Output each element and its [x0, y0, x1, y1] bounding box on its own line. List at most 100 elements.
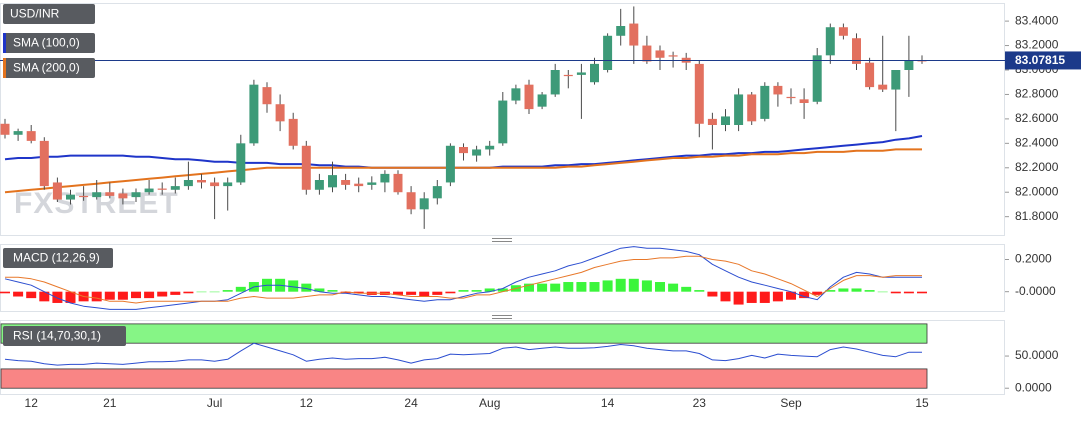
indicator-box[interactable]	[3, 33, 95, 53]
histogram-bar	[144, 291, 155, 299]
histogram-bar	[157, 291, 168, 297]
candle-body	[655, 50, 665, 58]
candle-body	[314, 180, 324, 190]
histogram-bar	[537, 283, 548, 292]
candle-body	[92, 192, 102, 198]
histogram-bar	[406, 291, 417, 295]
histogram-bar	[327, 290, 338, 292]
candle-body	[118, 193, 128, 199]
candle-body	[380, 173, 390, 183]
legend-swatch	[3, 58, 6, 78]
candle-body	[131, 192, 141, 198]
splitter-grip[interactable]	[492, 238, 512, 242]
histogram-bar	[576, 282, 587, 292]
candle-body	[328, 175, 337, 188]
histogram-bar	[458, 290, 469, 292]
candle-body	[13, 131, 23, 135]
sma-line	[4, 148, 922, 194]
candle-body	[157, 188, 167, 190]
histogram-bar	[196, 291, 207, 293]
candle-body	[288, 118, 298, 146]
histogram-bar	[432, 291, 443, 295]
histogram-bar	[471, 290, 482, 292]
candle-body	[707, 118, 717, 125]
candle-body	[249, 84, 259, 144]
candle-body	[445, 145, 455, 183]
x-tick-label: 21	[103, 396, 117, 410]
histogram-bar	[825, 290, 836, 292]
y-tick-label: 83.2000	[1015, 38, 1059, 52]
candle-body	[79, 195, 89, 198]
histogram-bar	[301, 283, 312, 292]
y-tick-label: 82.0000	[1015, 184, 1059, 198]
histogram-bar	[641, 280, 652, 292]
histogram-bar	[602, 280, 613, 292]
histogram-bar	[707, 291, 718, 297]
candle-body	[865, 62, 875, 88]
candle-body	[773, 85, 783, 95]
histogram-bar	[26, 291, 37, 299]
histogram-bar	[353, 291, 364, 294]
histogram-bar	[759, 291, 770, 303]
histogram-bar	[497, 288, 508, 292]
histogram-bar	[838, 288, 849, 292]
indicator-label: MACD (12,26,9)	[13, 251, 100, 265]
histogram-bar	[288, 280, 299, 292]
candle-body	[799, 99, 809, 103]
indicator-box[interactable]	[3, 326, 126, 346]
candle-body	[406, 192, 416, 210]
y-tick-label: 0.0000	[1015, 380, 1052, 394]
candle-body	[550, 70, 560, 95]
candle-body	[459, 147, 468, 154]
candle-body	[694, 63, 704, 124]
candle-body	[537, 94, 547, 107]
candle-body	[891, 70, 901, 90]
candle-body	[878, 84, 888, 90]
histogram-bar	[91, 291, 102, 302]
y-tick-label: 82.8000	[1015, 87, 1059, 101]
histogram-bar	[589, 282, 600, 292]
x-tick-label: Aug	[479, 396, 500, 410]
candle-body	[852, 38, 861, 64]
histogram-bar	[0, 291, 10, 294]
symbol-box[interactable]	[3, 4, 95, 24]
indicator-box[interactable]	[3, 248, 113, 268]
candle-body	[105, 192, 115, 196]
candle-body	[668, 55, 678, 57]
histogram-bar	[655, 282, 665, 292]
histogram-bar	[746, 291, 757, 303]
x-tick-label: 14	[601, 396, 615, 410]
labels: USD/INR SMA (100,0) SMA (200,0) MACD (12,2…	[3, 4, 126, 346]
splitter-grip[interactable]	[492, 315, 512, 319]
candle-body	[210, 182, 220, 187]
histogram-bar	[799, 291, 810, 299]
candle-body	[432, 186, 442, 199]
x-tick-label: Jul	[207, 396, 222, 410]
candle-body	[498, 100, 508, 144]
y-tick-label: 82.6000	[1015, 111, 1059, 125]
histogram-bar	[222, 290, 233, 292]
macd-line	[5, 255, 922, 304]
y-tick-label: 83.4000	[1015, 13, 1059, 27]
histogram-bar	[524, 283, 534, 292]
rsi-line	[4, 342, 922, 366]
histogram-bar	[235, 286, 246, 292]
histogram-bar	[772, 291, 783, 302]
histogram-bar	[65, 291, 76, 303]
y-tick-label: 82.4000	[1015, 136, 1059, 150]
candle-body	[721, 116, 730, 125]
candle-body	[223, 182, 233, 187]
candle-body	[747, 94, 757, 122]
macd-panel	[0, 244, 1005, 312]
candle-body	[616, 26, 626, 36]
histogram-bar	[917, 291, 927, 294]
histogram-bar	[877, 291, 888, 293]
indicator-box[interactable]	[3, 58, 95, 78]
candle-body	[603, 35, 613, 70]
histogram-bar	[563, 282, 574, 292]
candle-body	[197, 180, 206, 183]
candle-body	[576, 72, 586, 75]
last-price-box	[1005, 51, 1081, 70]
